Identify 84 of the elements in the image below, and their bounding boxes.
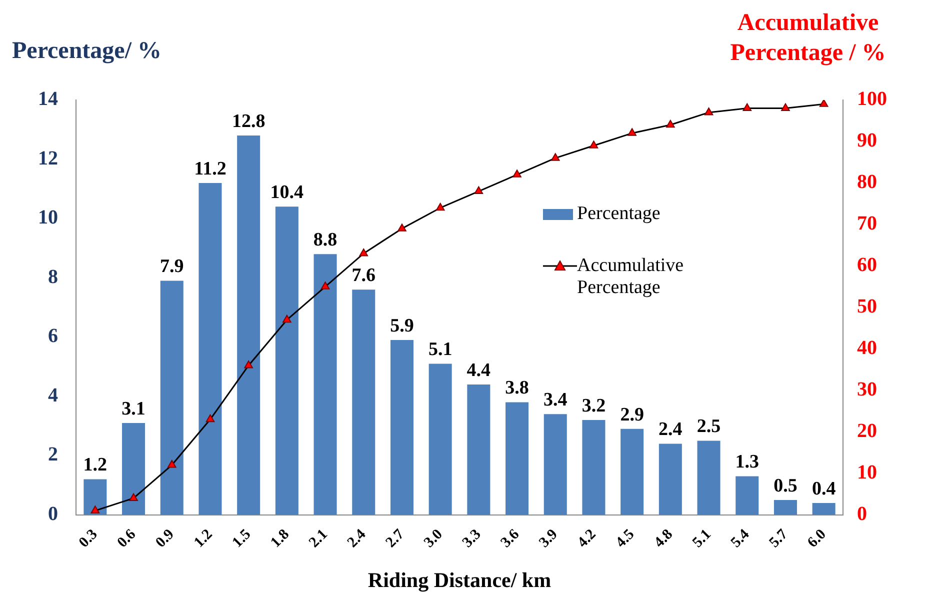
data-label: 8.8 — [313, 229, 338, 250]
bar — [160, 280, 184, 515]
data-label: 3.1 — [122, 398, 146, 420]
data-label: 10.4 — [270, 182, 304, 204]
x-tick-label: 0.3 — [76, 526, 101, 552]
y-tick-label: 6 — [48, 325, 58, 348]
y-tick-label: 14 — [38, 88, 58, 110]
x-tick-label: 2.1 — [306, 526, 331, 552]
bar — [544, 414, 567, 515]
data-label: 5.1 — [428, 339, 452, 360]
data-label: 3.8 — [505, 378, 529, 399]
bar — [314, 254, 337, 515]
x-tick-label: 6.0 — [804, 526, 830, 552]
data-label: 2.9 — [620, 404, 644, 426]
data-label: 7.6 — [352, 265, 376, 286]
data-label: 0.5 — [774, 475, 798, 496]
data-label: 11.2 — [194, 158, 226, 180]
x-tick-label: 3.6 — [498, 526, 523, 552]
x-tick-label: 4.5 — [613, 526, 638, 552]
data-label: 7.9 — [160, 256, 184, 278]
bar — [582, 420, 606, 515]
y-tick-label: 2 — [48, 444, 58, 466]
x-tick-label: 2.4 — [344, 526, 370, 552]
data-label: 2.5 — [696, 416, 721, 438]
y-tick-label: 10 — [38, 206, 58, 229]
y-tick-label: 8 — [48, 266, 58, 288]
x-tick-label: 0.6 — [114, 526, 140, 552]
x-tick-label: 5.7 — [766, 526, 792, 552]
y2-tick-label: 40 — [857, 337, 877, 360]
bar — [198, 182, 222, 515]
bar — [812, 502, 836, 515]
y2-tick-label: 80 — [857, 171, 877, 194]
bar — [428, 364, 452, 515]
data-label: 2.4 — [658, 419, 683, 440]
x-tick-label: 3.3 — [460, 526, 484, 552]
data-label: 5.9 — [390, 315, 414, 336]
y2-tick-label: 100 — [857, 88, 887, 110]
y-tick-label: 0 — [48, 502, 58, 525]
bar — [506, 402, 529, 515]
data-label: 3.4 — [544, 389, 568, 410]
data-label: 12.8 — [232, 110, 266, 132]
y2-tick-label: 0 — [857, 502, 867, 525]
bar — [774, 500, 797, 515]
legend-label: Accumulative Percentage — [577, 255, 685, 299]
legend-label: Percentage — [577, 203, 662, 225]
bar — [122, 422, 146, 515]
x-tick-label: 1.5 — [230, 526, 254, 552]
bar — [275, 206, 298, 515]
x-tick-label: 5.1 — [690, 526, 714, 552]
x-tick-label: 3.0 — [421, 526, 446, 552]
bar — [84, 479, 107, 515]
bar — [390, 340, 414, 515]
y2-tick-label: 70 — [857, 212, 877, 235]
x-tick-label: 5.4 — [728, 526, 754, 552]
bar — [736, 476, 759, 515]
bar — [352, 290, 376, 515]
y2-tick-label: 30 — [857, 378, 877, 401]
x-tick-label: 1.8 — [268, 526, 292, 552]
bar — [697, 440, 720, 515]
y2-tick-label: 20 — [857, 420, 877, 442]
y2-tick-label: 50 — [857, 296, 877, 318]
x-tick-label: 4.2 — [574, 526, 600, 552]
x-axis-title: Riding Distance/ km — [368, 568, 552, 592]
y-tick-label: 4 — [48, 384, 58, 406]
data-label: 1.3 — [735, 452, 759, 473]
y2-axis-title: Accumulative Percentage / % — [729, 9, 887, 68]
x-tick-label: 1.2 — [191, 526, 216, 552]
data-label: 3.2 — [582, 395, 606, 416]
bar — [620, 428, 644, 515]
y-axis-title: Percentage/ % — [12, 38, 162, 65]
data-label: 4.4 — [466, 360, 492, 381]
y2-tick-label: 60 — [857, 254, 877, 276]
x-tick-label: 2.7 — [382, 526, 408, 552]
y2-tick-label: 90 — [857, 130, 877, 152]
bar — [237, 136, 260, 515]
y-tick-label: 12 — [38, 147, 58, 170]
x-tick-label: 0.9 — [152, 526, 178, 552]
data-label: 1.2 — [83, 454, 108, 476]
y2-tick-label: 10 — [857, 462, 877, 484]
x-tick-label: 3.9 — [536, 526, 561, 552]
x-tick-label: 4.8 — [651, 526, 676, 552]
bar — [467, 384, 490, 515]
data-label: 0.4 — [812, 478, 836, 500]
bar — [658, 444, 682, 515]
